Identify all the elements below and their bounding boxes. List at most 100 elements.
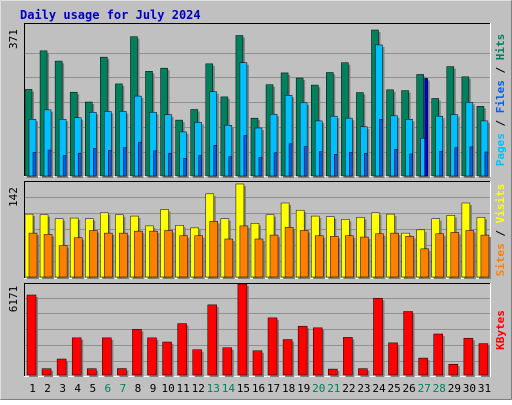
files-bar-day-20 xyxy=(314,120,325,178)
sites-bar-day-5-fill xyxy=(89,230,98,278)
pages-bar-day-12-fill xyxy=(198,155,202,177)
day-label-17: 17 xyxy=(267,382,280,395)
files-bar-day-3 xyxy=(58,119,69,178)
day-label-6: 6 xyxy=(105,382,112,395)
legend-visits: Visits xyxy=(494,184,507,224)
kbytes-bar-day-31 xyxy=(478,343,490,377)
pages-bar-day-8-shadow xyxy=(140,144,144,178)
kbytes-bar-day-17 xyxy=(267,317,280,377)
files-bar-day-25 xyxy=(390,115,400,178)
hits-bar-day-27-fill xyxy=(416,74,424,177)
sites-bar-day-22 xyxy=(345,235,356,279)
files-bar-day-4-fill xyxy=(73,117,82,177)
sites-bar-day-5 xyxy=(89,230,100,279)
kbytes-bar-day-21-fill xyxy=(328,368,338,376)
pages-bar-day-16-shadow xyxy=(260,159,264,178)
pages-bar-day-25-fill xyxy=(394,148,398,177)
day-label-9: 9 xyxy=(150,382,157,395)
files-bar-day-26 xyxy=(405,119,415,178)
pages-bar-day-21-fill xyxy=(334,154,338,177)
pages-bar-day-19 xyxy=(303,146,310,178)
kbytes-bar-day-12-fill xyxy=(192,349,202,376)
pages-bar-day-6-fill xyxy=(108,150,112,177)
files-bar-day-2 xyxy=(43,109,54,178)
sites-bar-day-29-fill xyxy=(450,232,460,278)
pages-bar-day-16 xyxy=(258,157,264,178)
day-label-7: 7 xyxy=(120,382,127,395)
kbytes-bar-day-15 xyxy=(237,283,249,377)
pages-bar-day-2-fill xyxy=(47,149,52,177)
sites-bar-day-4-fill xyxy=(73,237,83,278)
day-label-29: 29 xyxy=(448,382,461,395)
kbytes-bar-day-2-fill xyxy=(41,368,52,376)
sites-bar-day-25-fill xyxy=(390,232,399,278)
sites-bar-day-31 xyxy=(480,234,491,279)
files-bar-day-24 xyxy=(375,44,385,178)
kbytes-bar-day-2 xyxy=(41,368,54,377)
sites-bar-day-1 xyxy=(28,232,39,279)
kbytes-bar-day-11-fill xyxy=(177,323,187,376)
visits-panel-ymax-label: 142 xyxy=(7,187,20,207)
pages-bar-day-15-shadow xyxy=(245,137,249,178)
sites-bar-day-9-fill xyxy=(149,230,158,278)
kbytes-bar-day-1-fill xyxy=(26,294,37,376)
kbytes-bar-day-24 xyxy=(373,297,385,377)
sites-bar-day-12 xyxy=(194,235,205,279)
files-bar-day-7-fill xyxy=(119,111,127,177)
sites-bar-day-2-fill xyxy=(43,234,53,278)
kbytes-bar-day-29-fill xyxy=(448,363,459,376)
sites-bar-day-7-fill xyxy=(119,232,128,278)
pages-bar-day-20 xyxy=(318,151,325,178)
day-label-19: 19 xyxy=(297,382,310,395)
pages-bar-day-27 xyxy=(424,78,430,178)
pages-bar-day-25 xyxy=(394,148,400,178)
pages-bar-day-10 xyxy=(168,152,174,178)
kbytes-bar-day-15-fill xyxy=(237,283,248,376)
pages-bar-day-9-shadow xyxy=(155,152,159,178)
pages-bar-day-26-fill xyxy=(409,153,413,177)
sites-bar-day-18 xyxy=(284,226,296,279)
sites-bar-day-12-fill xyxy=(194,235,203,278)
files-bar-day-31 xyxy=(480,120,490,178)
files-bar-day-28 xyxy=(435,115,445,178)
pages-bar-day-20-shadow xyxy=(321,153,325,178)
pages-bar-day-1-fill xyxy=(32,152,37,177)
pages-bar-day-14-shadow xyxy=(230,158,234,178)
pages-bar-day-17 xyxy=(273,152,280,178)
pages-bar-day-26 xyxy=(409,153,415,178)
files-bar-day-17 xyxy=(269,113,280,178)
day-label-24: 24 xyxy=(372,382,386,395)
kbytes-bar-day-17-fill xyxy=(267,317,278,376)
pages-bar-day-30 xyxy=(469,146,475,178)
sites-bar-day-26 xyxy=(405,236,416,279)
files-bar-day-14 xyxy=(224,124,234,178)
kbytes-bar-day-16-fill xyxy=(252,350,263,376)
files-bar-day-19-fill xyxy=(299,102,308,177)
sites-bar-day-24 xyxy=(375,233,386,279)
legend-kbytes: KBytes xyxy=(494,310,507,350)
files-bar-day-2-fill xyxy=(43,109,52,177)
sites-bar-day-14-fill xyxy=(224,238,234,278)
pages-bar-day-22-fill xyxy=(349,152,353,177)
kbytes-bar-day-6 xyxy=(102,337,114,377)
kbytes-bar-day-6-fill xyxy=(102,337,112,376)
pages-bar-day-9 xyxy=(153,150,159,178)
files-bar-day-12 xyxy=(194,122,204,178)
pages-bar-day-16-fill xyxy=(258,157,263,177)
sites-bar-day-2 xyxy=(43,234,55,279)
day-label-23: 23 xyxy=(357,382,370,395)
files-bar-day-18 xyxy=(284,95,295,178)
files-bar-day-23-fill xyxy=(360,126,368,177)
pages-bar-day-21 xyxy=(334,154,340,178)
files-bar-day-19 xyxy=(299,102,310,178)
kbytes-bar-day-29 xyxy=(448,363,460,377)
pages-bar-day-27-shadow xyxy=(426,80,430,178)
day-label-30: 30 xyxy=(463,382,476,395)
files-bar-day-8-fill xyxy=(134,95,142,177)
pages-bar-day-31-shadow xyxy=(486,153,490,178)
day-label-26: 26 xyxy=(403,382,416,395)
files-bar-day-14-fill xyxy=(224,124,233,177)
kbytes-bar-day-25-fill xyxy=(388,342,398,376)
pages-bar-day-4-fill xyxy=(77,152,82,177)
sites-bar-day-20 xyxy=(314,235,326,279)
